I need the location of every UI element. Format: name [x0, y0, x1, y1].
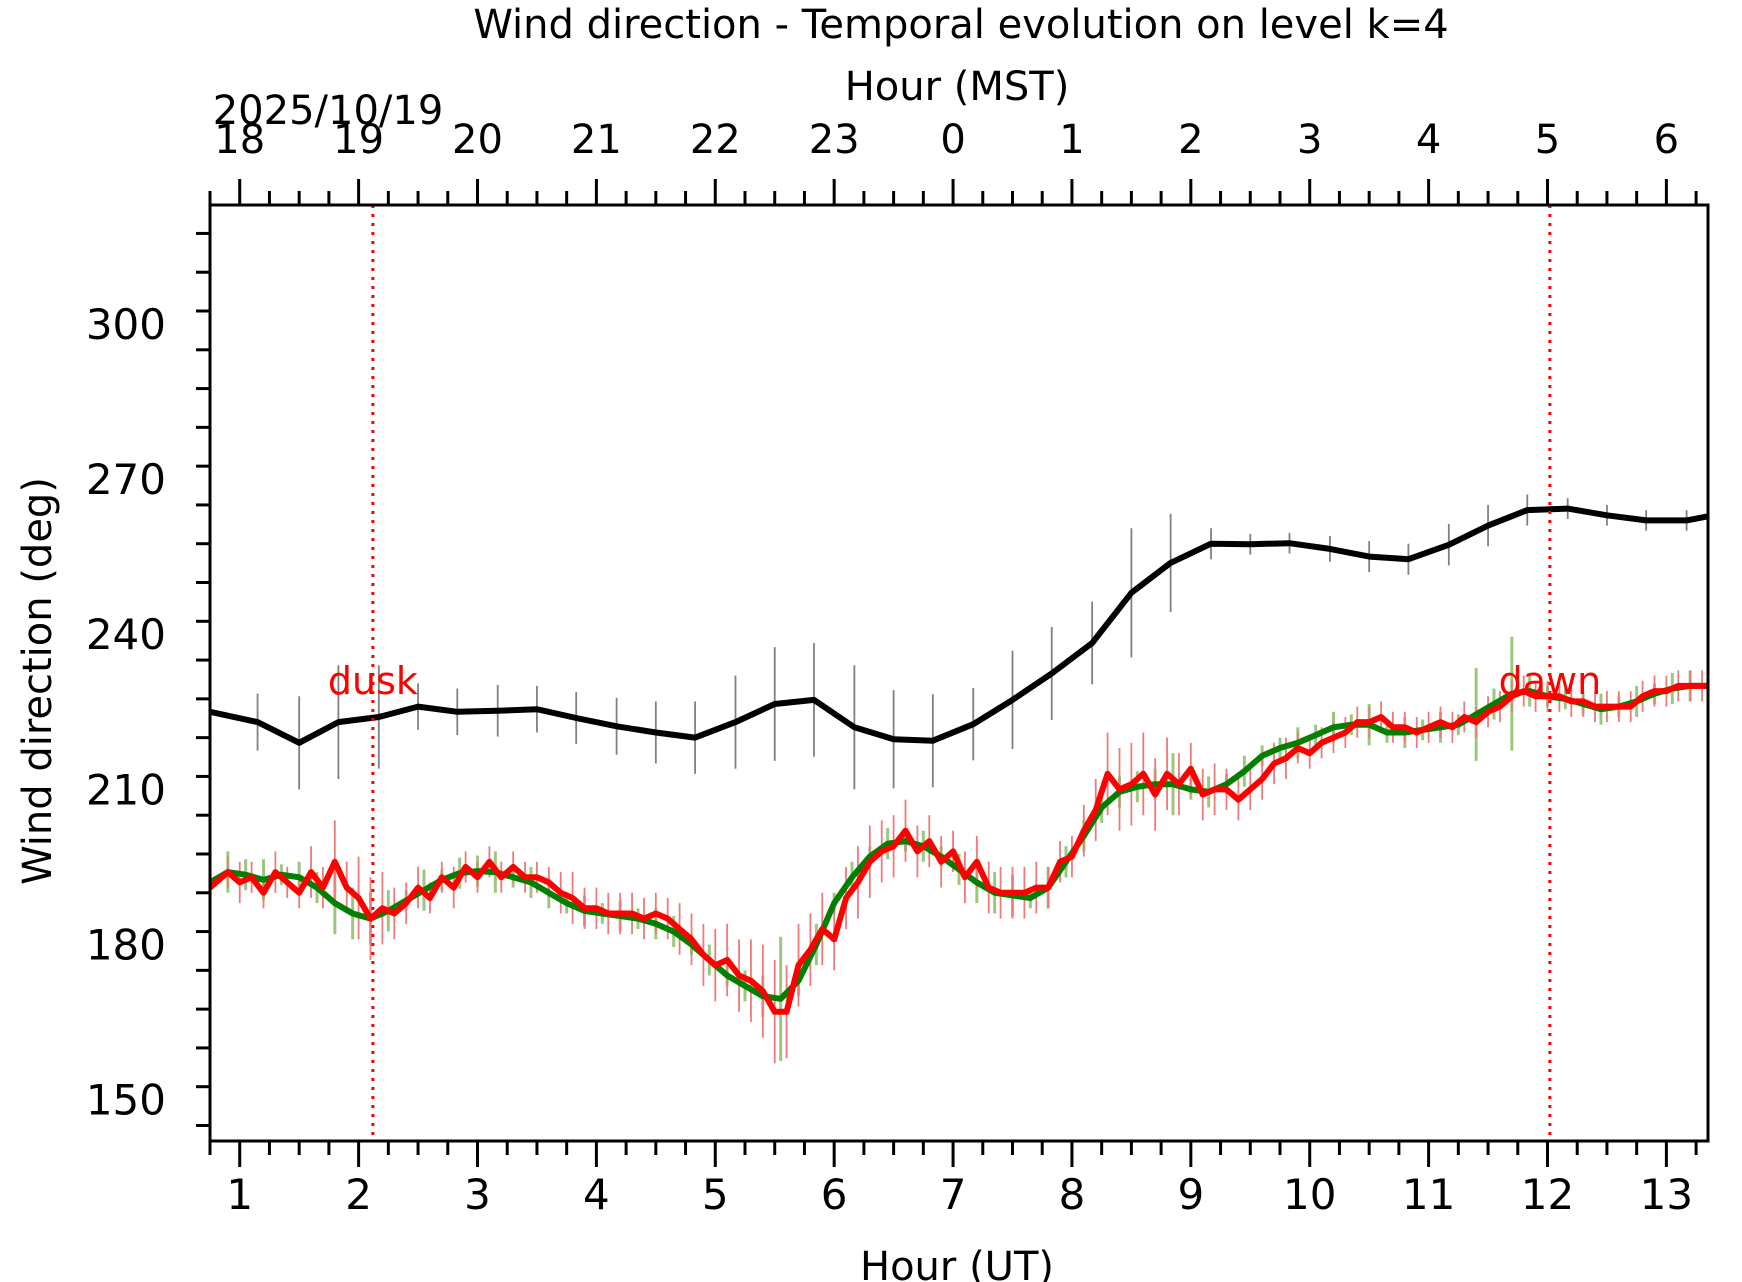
top-tick-label: 19: [333, 117, 384, 163]
top-axis-label: Hour (MST): [845, 64, 1070, 110]
x-tick-label: 5: [702, 1170, 729, 1219]
x-tick-label: 8: [1059, 1170, 1086, 1219]
y-tick-label: 210: [86, 765, 166, 814]
x-tick-label: 6: [821, 1170, 848, 1219]
series-line: [210, 682, 1708, 1015]
top-tick-label: 0: [940, 117, 965, 163]
x-tick-label: 12: [1521, 1170, 1574, 1219]
y-tick-label: 240: [86, 610, 166, 659]
top-tick-label: 3: [1297, 117, 1322, 163]
top-tick-label: 21: [571, 117, 622, 163]
top-tick-label: 6: [1654, 117, 1679, 163]
x-tick-label: 3: [464, 1170, 491, 1219]
x-axis-label: Hour (UT): [860, 1244, 1054, 1282]
y-axis-label: Wind direction (deg): [15, 477, 61, 885]
top-tick-label: 23: [809, 117, 860, 163]
top-tick-label: 22: [690, 117, 741, 163]
y-tick-label: 300: [86, 300, 166, 349]
top-tick-label: 20: [452, 117, 503, 163]
y-tick-label: 180: [86, 920, 166, 969]
x-tick-label: 2: [345, 1170, 372, 1219]
series-1: [210, 636, 1708, 1061]
x-tick-label: 7: [940, 1170, 967, 1219]
data-layer: [210, 205, 1708, 1141]
chart-title: Wind direction - Temporal evolution on l…: [473, 2, 1448, 48]
top-tick-label: 4: [1416, 117, 1441, 163]
annotation-label: dawn: [1499, 659, 1602, 703]
top-tick-label: 2: [1178, 117, 1203, 163]
annotation-label: dusk: [328, 659, 418, 703]
y-tick-label: 150: [86, 1076, 166, 1125]
x-tick-label: 1: [226, 1170, 253, 1219]
top-tick-label: 1: [1059, 117, 1084, 163]
x-tick-label: 10: [1283, 1170, 1336, 1219]
series-0: [210, 494, 1708, 790]
x-tick-label: 13: [1640, 1170, 1693, 1219]
x-tick-label: 4: [583, 1170, 610, 1219]
top-tick-label: 18: [214, 117, 265, 163]
date-label: 2025/10/19: [213, 88, 444, 134]
y-tick-label: 270: [86, 455, 166, 504]
series-line: [210, 505, 1708, 746]
x-tick-label: 9: [1177, 1170, 1204, 1219]
top-tick-label: 5: [1535, 117, 1560, 163]
x-tick-label: 11: [1402, 1170, 1455, 1219]
plot-frame: [208, 203, 1710, 1143]
